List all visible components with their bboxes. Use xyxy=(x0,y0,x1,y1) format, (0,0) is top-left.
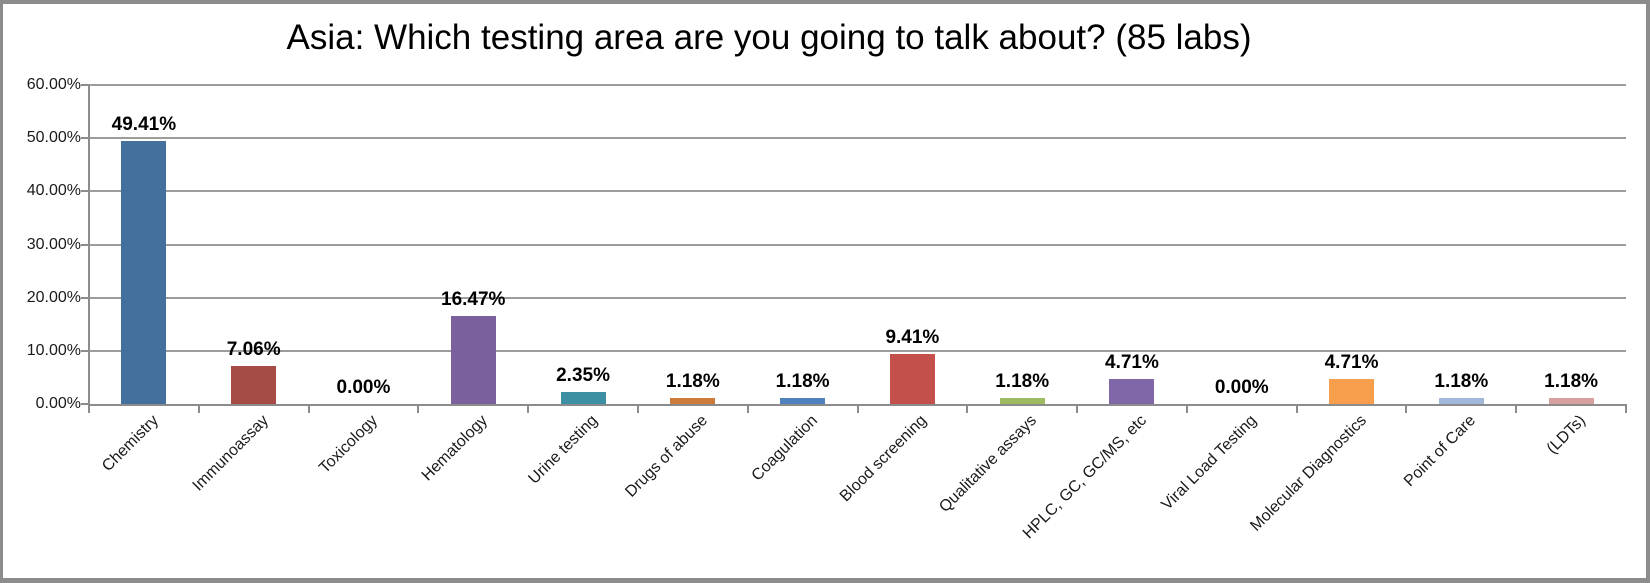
y-axis-tick xyxy=(81,296,89,299)
y-gridline xyxy=(89,190,1626,193)
y-axis-tick xyxy=(81,349,89,352)
y-axis-label: 60.00% xyxy=(26,76,81,93)
x-axis-tick xyxy=(746,406,749,413)
x-axis-tick xyxy=(1515,406,1518,413)
bar-value-label: 16.47% xyxy=(441,289,506,311)
bar xyxy=(999,397,1045,404)
y-axis-label: 50.00% xyxy=(26,129,81,147)
y-gridline xyxy=(89,137,1626,140)
bar xyxy=(450,316,496,404)
x-axis-tick xyxy=(197,406,200,413)
bar xyxy=(1329,378,1375,404)
y-gridline xyxy=(89,84,1626,86)
bar-value-label: 2.35% xyxy=(556,364,610,386)
y-axis-tick xyxy=(81,190,89,193)
bar-value-label: 0.00% xyxy=(336,377,391,398)
bar-value-label: 1.18% xyxy=(1434,370,1489,392)
bar-value-label: 1.18% xyxy=(1544,370,1599,392)
x-axis-tick xyxy=(1076,406,1079,413)
x-axis-tick xyxy=(88,406,90,413)
bar-value-label: 49.41% xyxy=(111,114,177,136)
bar xyxy=(560,391,606,404)
x-axis-tick xyxy=(307,406,310,413)
bar-value-label: 4.71% xyxy=(1105,351,1159,373)
y-axis-tick xyxy=(81,403,89,405)
bar xyxy=(1109,378,1155,404)
bar xyxy=(121,141,167,404)
y-axis-label: 20.00% xyxy=(26,288,81,306)
x-axis-tick xyxy=(527,406,530,413)
bar-value-label: 0.00% xyxy=(1214,377,1269,398)
x-axis-tick xyxy=(1405,406,1408,413)
bar-value-label: 1.18% xyxy=(775,370,830,392)
y-gridline xyxy=(89,349,1626,352)
y-axis-label: 0.00% xyxy=(35,395,81,412)
bar xyxy=(889,353,935,404)
bar xyxy=(670,397,716,404)
y-axis-tick xyxy=(81,137,89,140)
bar xyxy=(780,397,826,404)
bar xyxy=(231,366,277,404)
bar-value-label: 4.71% xyxy=(1324,351,1379,373)
y-axis-tick xyxy=(81,84,89,86)
bar-value-label: 9.41% xyxy=(885,326,940,348)
x-axis-tick xyxy=(1625,406,1627,413)
x-axis-tick xyxy=(1185,406,1188,413)
y-axis-tick xyxy=(81,243,89,246)
x-axis-tick xyxy=(856,406,859,413)
x-axis-tick xyxy=(636,406,639,413)
x-axis-tick xyxy=(1295,406,1298,413)
bar xyxy=(1438,397,1484,404)
x-axis-tick xyxy=(966,406,969,413)
chart-title: Asia: Which testing area are you going t… xyxy=(286,18,1252,57)
y-axis-label: 40.00% xyxy=(26,182,81,200)
y-gridline xyxy=(89,296,1626,299)
x-axis-tick xyxy=(417,406,420,413)
y-axis-line xyxy=(88,85,90,406)
bar-value-label: 1.18% xyxy=(995,370,1050,392)
y-axis-label: 10.00% xyxy=(26,341,81,359)
bar-value-label: 7.06% xyxy=(226,339,281,361)
y-gridline xyxy=(89,243,1626,246)
x-axis-line xyxy=(88,404,1627,406)
y-axis-label: 30.00% xyxy=(26,235,81,253)
bar-value-label: 1.18% xyxy=(665,370,720,392)
bar xyxy=(1548,397,1594,404)
